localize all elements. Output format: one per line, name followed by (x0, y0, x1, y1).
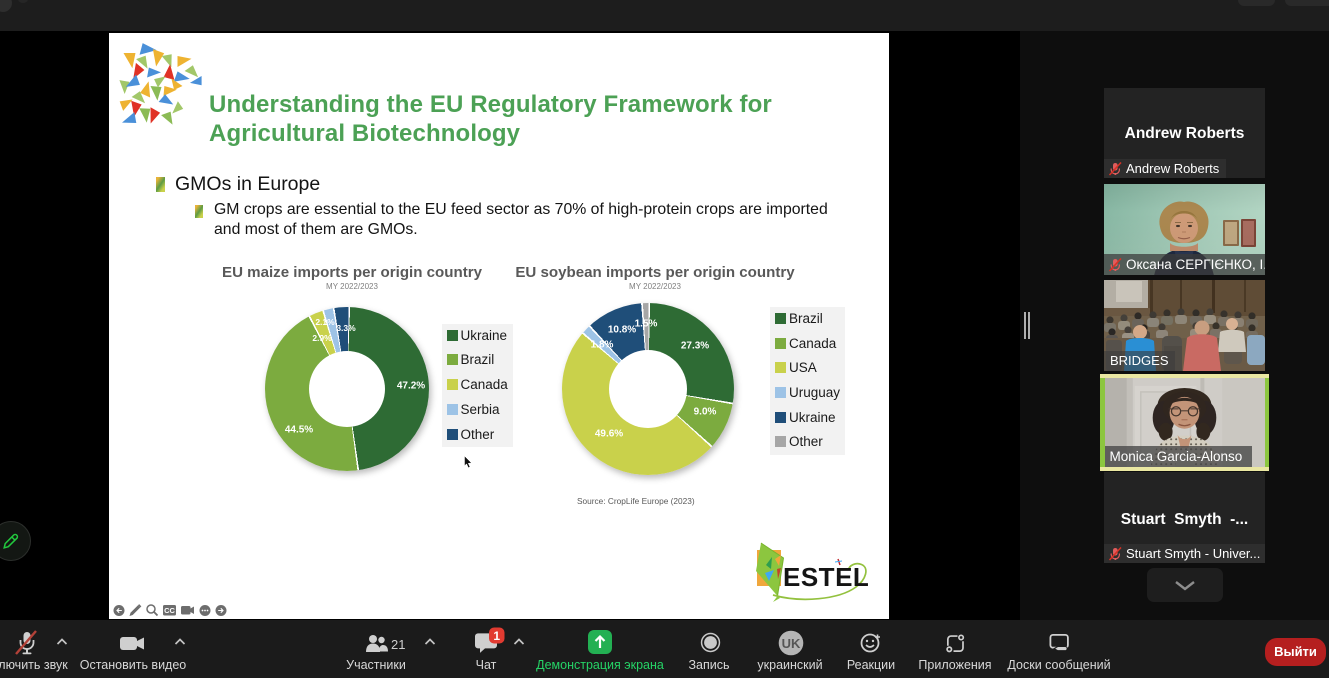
svg-text:1: 1 (493, 629, 500, 643)
svg-text:ESTEL: ESTEL (783, 562, 869, 592)
svg-text:21: 21 (391, 637, 405, 652)
svg-text:CC: CC (164, 606, 175, 615)
svg-text:UK: UK (782, 636, 801, 651)
